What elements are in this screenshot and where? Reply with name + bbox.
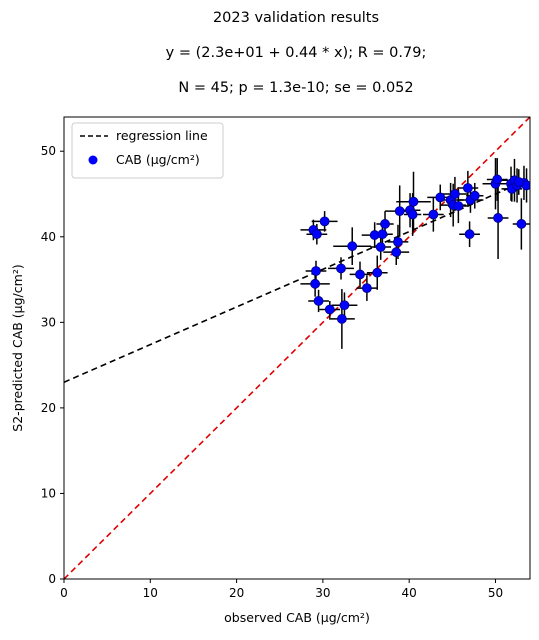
y-tick-label: 10 [41, 486, 56, 500]
data-point [450, 189, 460, 199]
data-point [336, 263, 346, 274]
data-point [408, 196, 419, 207]
x-axis: 0 10 20 30 40 50 [60, 579, 503, 600]
data-point [462, 183, 473, 193]
data-point [319, 216, 330, 227]
data-point [407, 209, 418, 220]
legend-regression-label: regression line [116, 128, 208, 143]
data-point [393, 237, 403, 247]
title-line-3: N = 45; p = 1.3e-10; se = 0.052 [178, 80, 413, 96]
x-axis-label: observed CAB (μg/cm²) [224, 610, 370, 625]
data-point [339, 300, 350, 311]
chart-title: 2023 validation results y = (2.3e+01 + 0… [166, 10, 427, 96]
data-point [336, 314, 347, 324]
error-bars [300, 158, 530, 349]
data-point [361, 283, 372, 294]
x-tick-label: 10 [143, 586, 158, 600]
legend-cab-label: CAB (μg/cm²) [116, 152, 200, 167]
data-point [435, 192, 446, 203]
y-tick-label: 30 [41, 315, 56, 329]
data-point [372, 267, 383, 278]
data-point [469, 190, 480, 201]
title-line-2: y = (2.3e+01 + 0.44 * x); R = 0.79; [166, 45, 427, 61]
data-point [493, 213, 503, 223]
x-tick-label: 30 [315, 586, 330, 600]
data-point [513, 177, 524, 187]
regression-line [64, 178, 530, 383]
data-point [380, 219, 390, 229]
data-point [377, 229, 388, 240]
y-tick-label: 50 [41, 144, 56, 158]
data-point [453, 201, 464, 211]
data-point [311, 229, 322, 240]
plot-frame [63, 116, 531, 580]
data-point [394, 206, 405, 217]
data-points [308, 174, 530, 324]
legend-cab-swatch [88, 155, 98, 165]
data-point [391, 247, 402, 258]
data-point [492, 174, 503, 185]
data-point [375, 242, 386, 252]
x-tick-label: 0 [60, 586, 68, 600]
x-tick-label: 40 [402, 586, 417, 600]
data-point [464, 229, 475, 240]
x-tick-label: 20 [229, 586, 244, 600]
x-tick-label: 50 [488, 586, 503, 600]
legend: regression line CAB (μg/cm²) [71, 122, 224, 179]
data-point [311, 266, 321, 276]
data-point [428, 209, 439, 220]
data-point [347, 241, 358, 252]
y-axis-label: S2-predicted CAB (μg/cm²) [10, 264, 25, 431]
data-point [310, 278, 321, 289]
legend-box [71, 122, 224, 179]
title-line-1: 2023 validation results [213, 10, 379, 26]
reference-lines [64, 117, 530, 579]
identity-line [64, 117, 530, 579]
y-tick-label: 0 [48, 572, 56, 586]
y-tick-label: 40 [41, 230, 56, 244]
y-axis: 0 10 20 30 40 50 [41, 144, 64, 586]
y-tick-label: 20 [41, 401, 56, 415]
data-point [355, 269, 365, 280]
data-point [516, 219, 527, 229]
data-point [324, 304, 335, 315]
data-point [313, 296, 324, 306]
